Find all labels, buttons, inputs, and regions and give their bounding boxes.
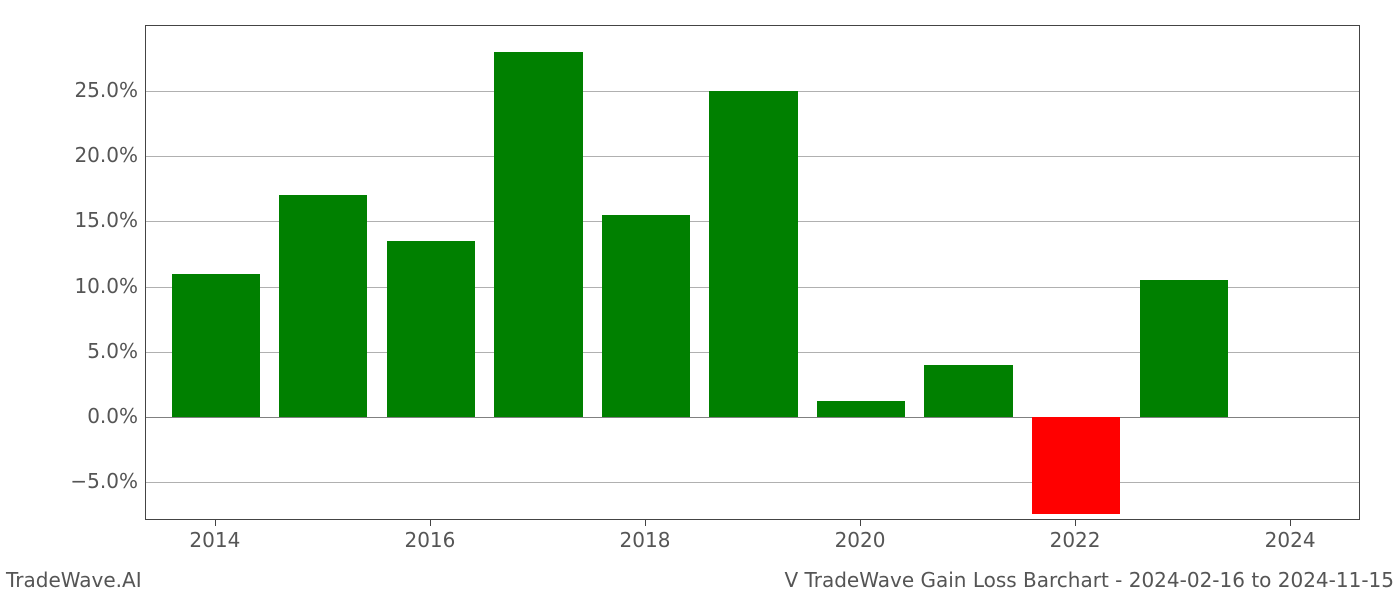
- x-tick-mark: [860, 520, 861, 526]
- chart-plot-area: [145, 25, 1360, 520]
- y-tick-label: 20.0%: [74, 143, 138, 167]
- gridline: [146, 482, 1359, 483]
- x-tick-mark: [215, 520, 216, 526]
- y-tick-label: 25.0%: [74, 78, 138, 102]
- y-tick-label: 15.0%: [74, 208, 138, 232]
- x-tick-label: 2014: [189, 528, 240, 552]
- x-tick-label: 2016: [404, 528, 455, 552]
- x-tick-label: 2020: [835, 528, 886, 552]
- bar: [1140, 280, 1228, 417]
- bar: [709, 91, 797, 417]
- bar: [387, 241, 475, 417]
- y-tick-label: 0.0%: [87, 404, 138, 428]
- bar: [279, 195, 367, 416]
- x-tick-mark: [1075, 520, 1076, 526]
- y-tick-label: −5.0%: [70, 469, 138, 493]
- x-tick-mark: [645, 520, 646, 526]
- bar: [817, 401, 905, 417]
- x-tick-label: 2022: [1050, 528, 1101, 552]
- x-tick-mark: [1290, 520, 1291, 526]
- footer-right-caption: V TradeWave Gain Loss Barchart - 2024-02…: [784, 568, 1394, 592]
- footer-left-brand: TradeWave.AI: [6, 568, 142, 592]
- bar: [494, 52, 582, 417]
- x-tick-label: 2024: [1265, 528, 1316, 552]
- y-tick-label: 5.0%: [87, 339, 138, 363]
- x-tick-label: 2018: [620, 528, 671, 552]
- bar: [1032, 417, 1120, 515]
- bar: [924, 365, 1012, 417]
- bar: [172, 274, 260, 417]
- gridline: [146, 417, 1359, 418]
- y-tick-label: 10.0%: [74, 274, 138, 298]
- x-tick-mark: [430, 520, 431, 526]
- bar: [602, 215, 690, 417]
